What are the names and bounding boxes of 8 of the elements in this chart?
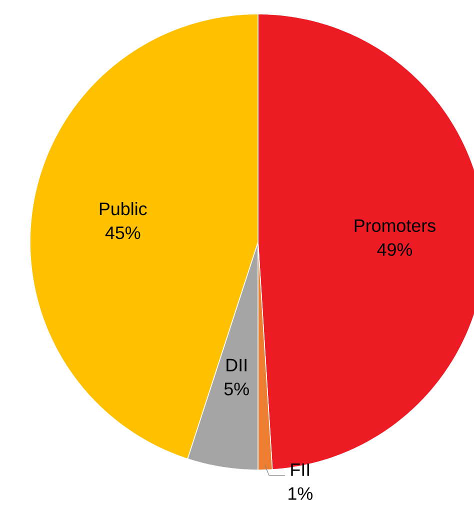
data-label: 45% [105, 226, 140, 240]
slice-label: Promoters [354, 219, 436, 232]
slice-label: FII [291, 464, 309, 476]
slice-label: Public [100, 202, 147, 216]
data-label: 1% [288, 487, 312, 500]
data-label: 5% [224, 382, 249, 396]
slice-label: DII [226, 358, 246, 372]
data-label: 49% [377, 243, 412, 256]
